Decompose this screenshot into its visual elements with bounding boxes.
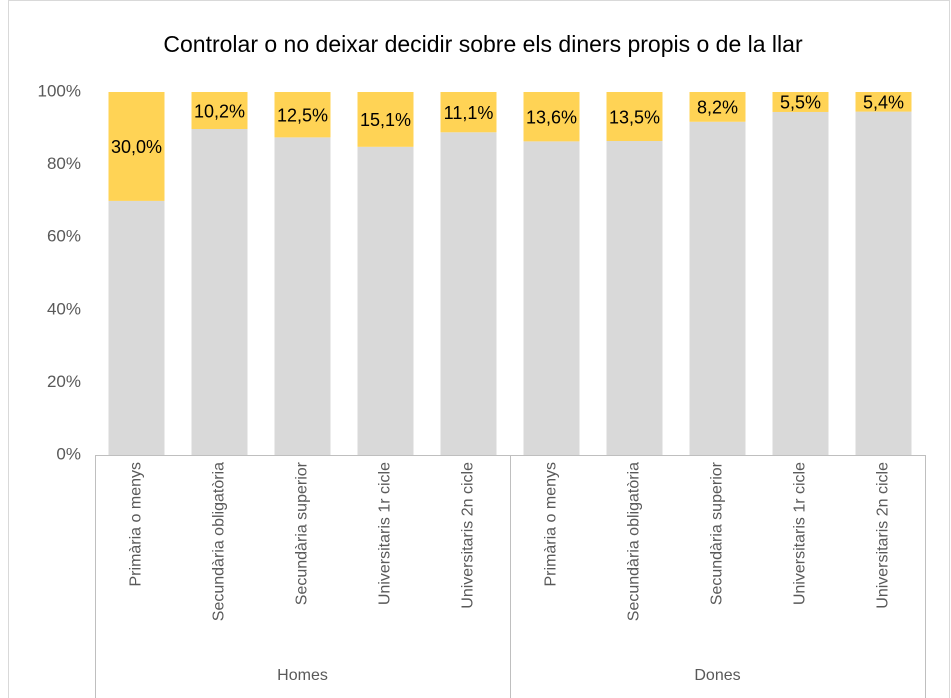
x-tick-label: Primària o menys (128, 462, 145, 586)
data-label: 13,5% (609, 107, 660, 127)
x-tick-label: Secundària superior (709, 461, 726, 605)
data-label: 10,2% (194, 101, 245, 121)
x-tick-label: Secundària obligatòria (626, 462, 643, 621)
chart-title: Controlar o no deixar decidir sobre els … (163, 31, 803, 57)
bar-segment (191, 92, 248, 130)
bar-segment (606, 141, 663, 455)
x-tick-label: Universitaris 1r cicle (792, 462, 809, 605)
bar-segment (440, 132, 497, 455)
bar-segment (772, 92, 829, 112)
x-tick-label: Primària o menys (543, 462, 560, 586)
y-tick-label: 80% (47, 154, 81, 173)
data-label: 30,0% (111, 137, 162, 157)
y-tick-label: 0% (56, 444, 81, 463)
data-label: 5,5% (780, 93, 821, 113)
data-label: 5,4% (863, 93, 904, 113)
data-label: 12,5% (277, 105, 328, 125)
bar-segment (689, 92, 746, 122)
bar-segment (606, 92, 663, 142)
bar-segment (772, 111, 829, 455)
group-label: Dones (694, 667, 740, 684)
y-tick-label: 60% (47, 227, 81, 246)
data-label: 13,6% (526, 107, 577, 127)
data-label: 8,2% (697, 98, 738, 118)
data-label: 11,1% (444, 103, 494, 123)
bar-segment (689, 121, 746, 456)
bar-segment (855, 92, 912, 112)
bar-segment (191, 129, 248, 455)
x-tick-label: Universitaris 1r cicle (377, 462, 394, 605)
group-label: Homes (277, 667, 328, 684)
bar-segment (523, 92, 580, 142)
x-tick-label: Secundària superior (294, 461, 311, 605)
bar-segment (440, 92, 497, 133)
bar-segment (357, 92, 414, 147)
bar-segment (274, 137, 331, 455)
x-tick-label: Secundària obligatòria (211, 462, 228, 621)
bar-segment (274, 92, 331, 138)
x-tick-label: Universitaris 2n cicle (875, 462, 892, 609)
y-tick-label: 20% (47, 372, 81, 391)
bar-segment (108, 200, 165, 455)
bar-segment (357, 146, 414, 456)
x-tick-label: Universitaris 2n cicle (460, 462, 477, 609)
bar-segment (523, 141, 580, 456)
data-label: 15,1% (360, 110, 411, 130)
bar-segment (108, 92, 165, 201)
bar-segment (855, 111, 912, 456)
y-tick-label: 100% (38, 81, 81, 100)
y-tick-label: 40% (47, 299, 81, 318)
